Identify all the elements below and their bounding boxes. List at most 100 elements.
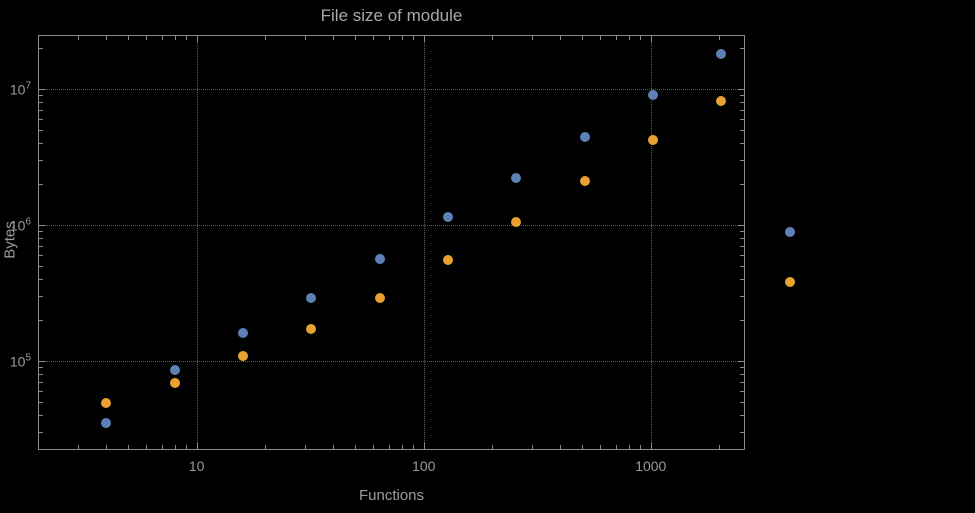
x-minor-tick	[373, 445, 375, 449]
y-minor-tick	[740, 119, 744, 121]
y-minor-tick	[39, 119, 43, 121]
data-point-series-2-orange	[169, 377, 180, 388]
y-minor-tick	[740, 366, 744, 368]
x-minor-tick	[532, 445, 534, 449]
y-minor-tick	[39, 110, 43, 112]
data-point-series-1-blue	[443, 211, 454, 222]
x-minor-tick	[560, 36, 562, 40]
x-minor-tick	[333, 445, 335, 449]
data-point-series-2-orange	[374, 292, 385, 303]
data-point-series-1-blue	[169, 365, 180, 376]
x-gridline	[650, 36, 652, 449]
x-minor-tick	[719, 445, 721, 449]
x-minor-tick	[492, 445, 494, 449]
y-minor-tick	[740, 183, 744, 185]
y-minor-tick	[740, 265, 744, 267]
x-minor-tick	[174, 36, 176, 40]
x-minor-tick	[174, 445, 176, 449]
data-point-series-2-orange	[784, 276, 795, 287]
x-minor-tick	[628, 36, 630, 40]
x-minor-tick	[128, 445, 130, 449]
x-minor-tick	[492, 36, 494, 40]
y-minor-tick	[39, 183, 43, 185]
x-minor-tick	[355, 36, 357, 40]
y-gridline	[39, 224, 744, 226]
x-minor-tick	[77, 36, 79, 40]
x-minor-tick	[265, 445, 267, 449]
y-major-tick	[738, 360, 744, 362]
x-minor-tick	[161, 36, 163, 40]
x-minor-tick	[355, 445, 357, 449]
data-point-series-2-orange	[511, 216, 522, 227]
x-minor-tick	[106, 36, 108, 40]
y-minor-tick	[39, 102, 43, 104]
y-major-tick	[738, 89, 744, 91]
x-minor-tick	[305, 36, 307, 40]
x-major-tick	[650, 443, 652, 449]
y-major-tick	[39, 89, 45, 91]
y-minor-tick	[39, 160, 43, 162]
y-minor-tick	[740, 143, 744, 145]
x-minor-tick	[333, 36, 335, 40]
y-minor-tick	[39, 129, 43, 131]
y-minor-tick	[39, 254, 43, 256]
x-minor-tick	[413, 445, 415, 449]
data-point-series-1-blue	[579, 132, 590, 143]
data-point-series-2-orange	[579, 176, 590, 187]
y-minor-tick	[740, 431, 744, 433]
x-minor-tick	[640, 36, 642, 40]
x-minor-tick	[615, 445, 617, 449]
data-point-series-2-orange	[443, 255, 454, 266]
y-minor-tick	[39, 414, 43, 416]
x-minor-tick	[128, 36, 130, 40]
y-minor-tick	[740, 110, 744, 112]
y-minor-tick	[39, 390, 43, 392]
x-minor-tick	[186, 36, 188, 40]
y-minor-tick	[39, 431, 43, 433]
x-minor-tick	[628, 445, 630, 449]
x-minor-tick	[719, 36, 721, 40]
y-minor-tick	[740, 238, 744, 240]
x-minor-tick	[186, 445, 188, 449]
x-minor-tick	[146, 445, 148, 449]
y-minor-tick	[740, 401, 744, 403]
y-minor-tick	[39, 143, 43, 145]
data-point-series-2-orange	[238, 351, 249, 362]
y-minor-tick	[39, 295, 43, 297]
x-minor-tick	[615, 36, 617, 40]
y-minor-tick	[39, 278, 43, 280]
x-major-tick	[650, 36, 652, 42]
y-minor-tick	[740, 102, 744, 104]
x-minor-tick	[582, 445, 584, 449]
x-minor-tick	[373, 36, 375, 40]
y-minor-tick	[39, 245, 43, 247]
data-point-series-1-blue	[716, 49, 727, 60]
x-minor-tick	[401, 36, 403, 40]
data-point-series-2-orange	[648, 135, 659, 146]
x-minor-tick	[146, 36, 148, 40]
y-minor-tick	[740, 390, 744, 392]
x-minor-tick	[161, 445, 163, 449]
y-minor-tick	[39, 373, 43, 375]
plot-frame	[38, 35, 745, 450]
y-minor-tick	[740, 373, 744, 375]
y-major-tick	[39, 360, 45, 362]
data-point-series-1-blue	[511, 173, 522, 184]
y-minor-tick	[39, 401, 43, 403]
x-major-tick	[196, 443, 198, 449]
x-minor-tick	[600, 445, 602, 449]
data-point-series-1-blue	[784, 227, 795, 238]
y-minor-tick	[39, 319, 43, 321]
x-minor-tick	[582, 36, 584, 40]
y-minor-tick	[740, 381, 744, 383]
x-minor-tick	[560, 445, 562, 449]
y-minor-tick	[740, 245, 744, 247]
data-point-series-2-orange	[716, 95, 727, 106]
data-point-series-1-blue	[101, 417, 112, 428]
x-minor-tick	[600, 36, 602, 40]
data-point-series-1-blue	[374, 254, 385, 265]
y-minor-tick	[39, 95, 43, 97]
x-minor-tick	[305, 445, 307, 449]
y-tick-label: 107	[9, 80, 31, 98]
x-tick-label: 100	[412, 458, 436, 474]
